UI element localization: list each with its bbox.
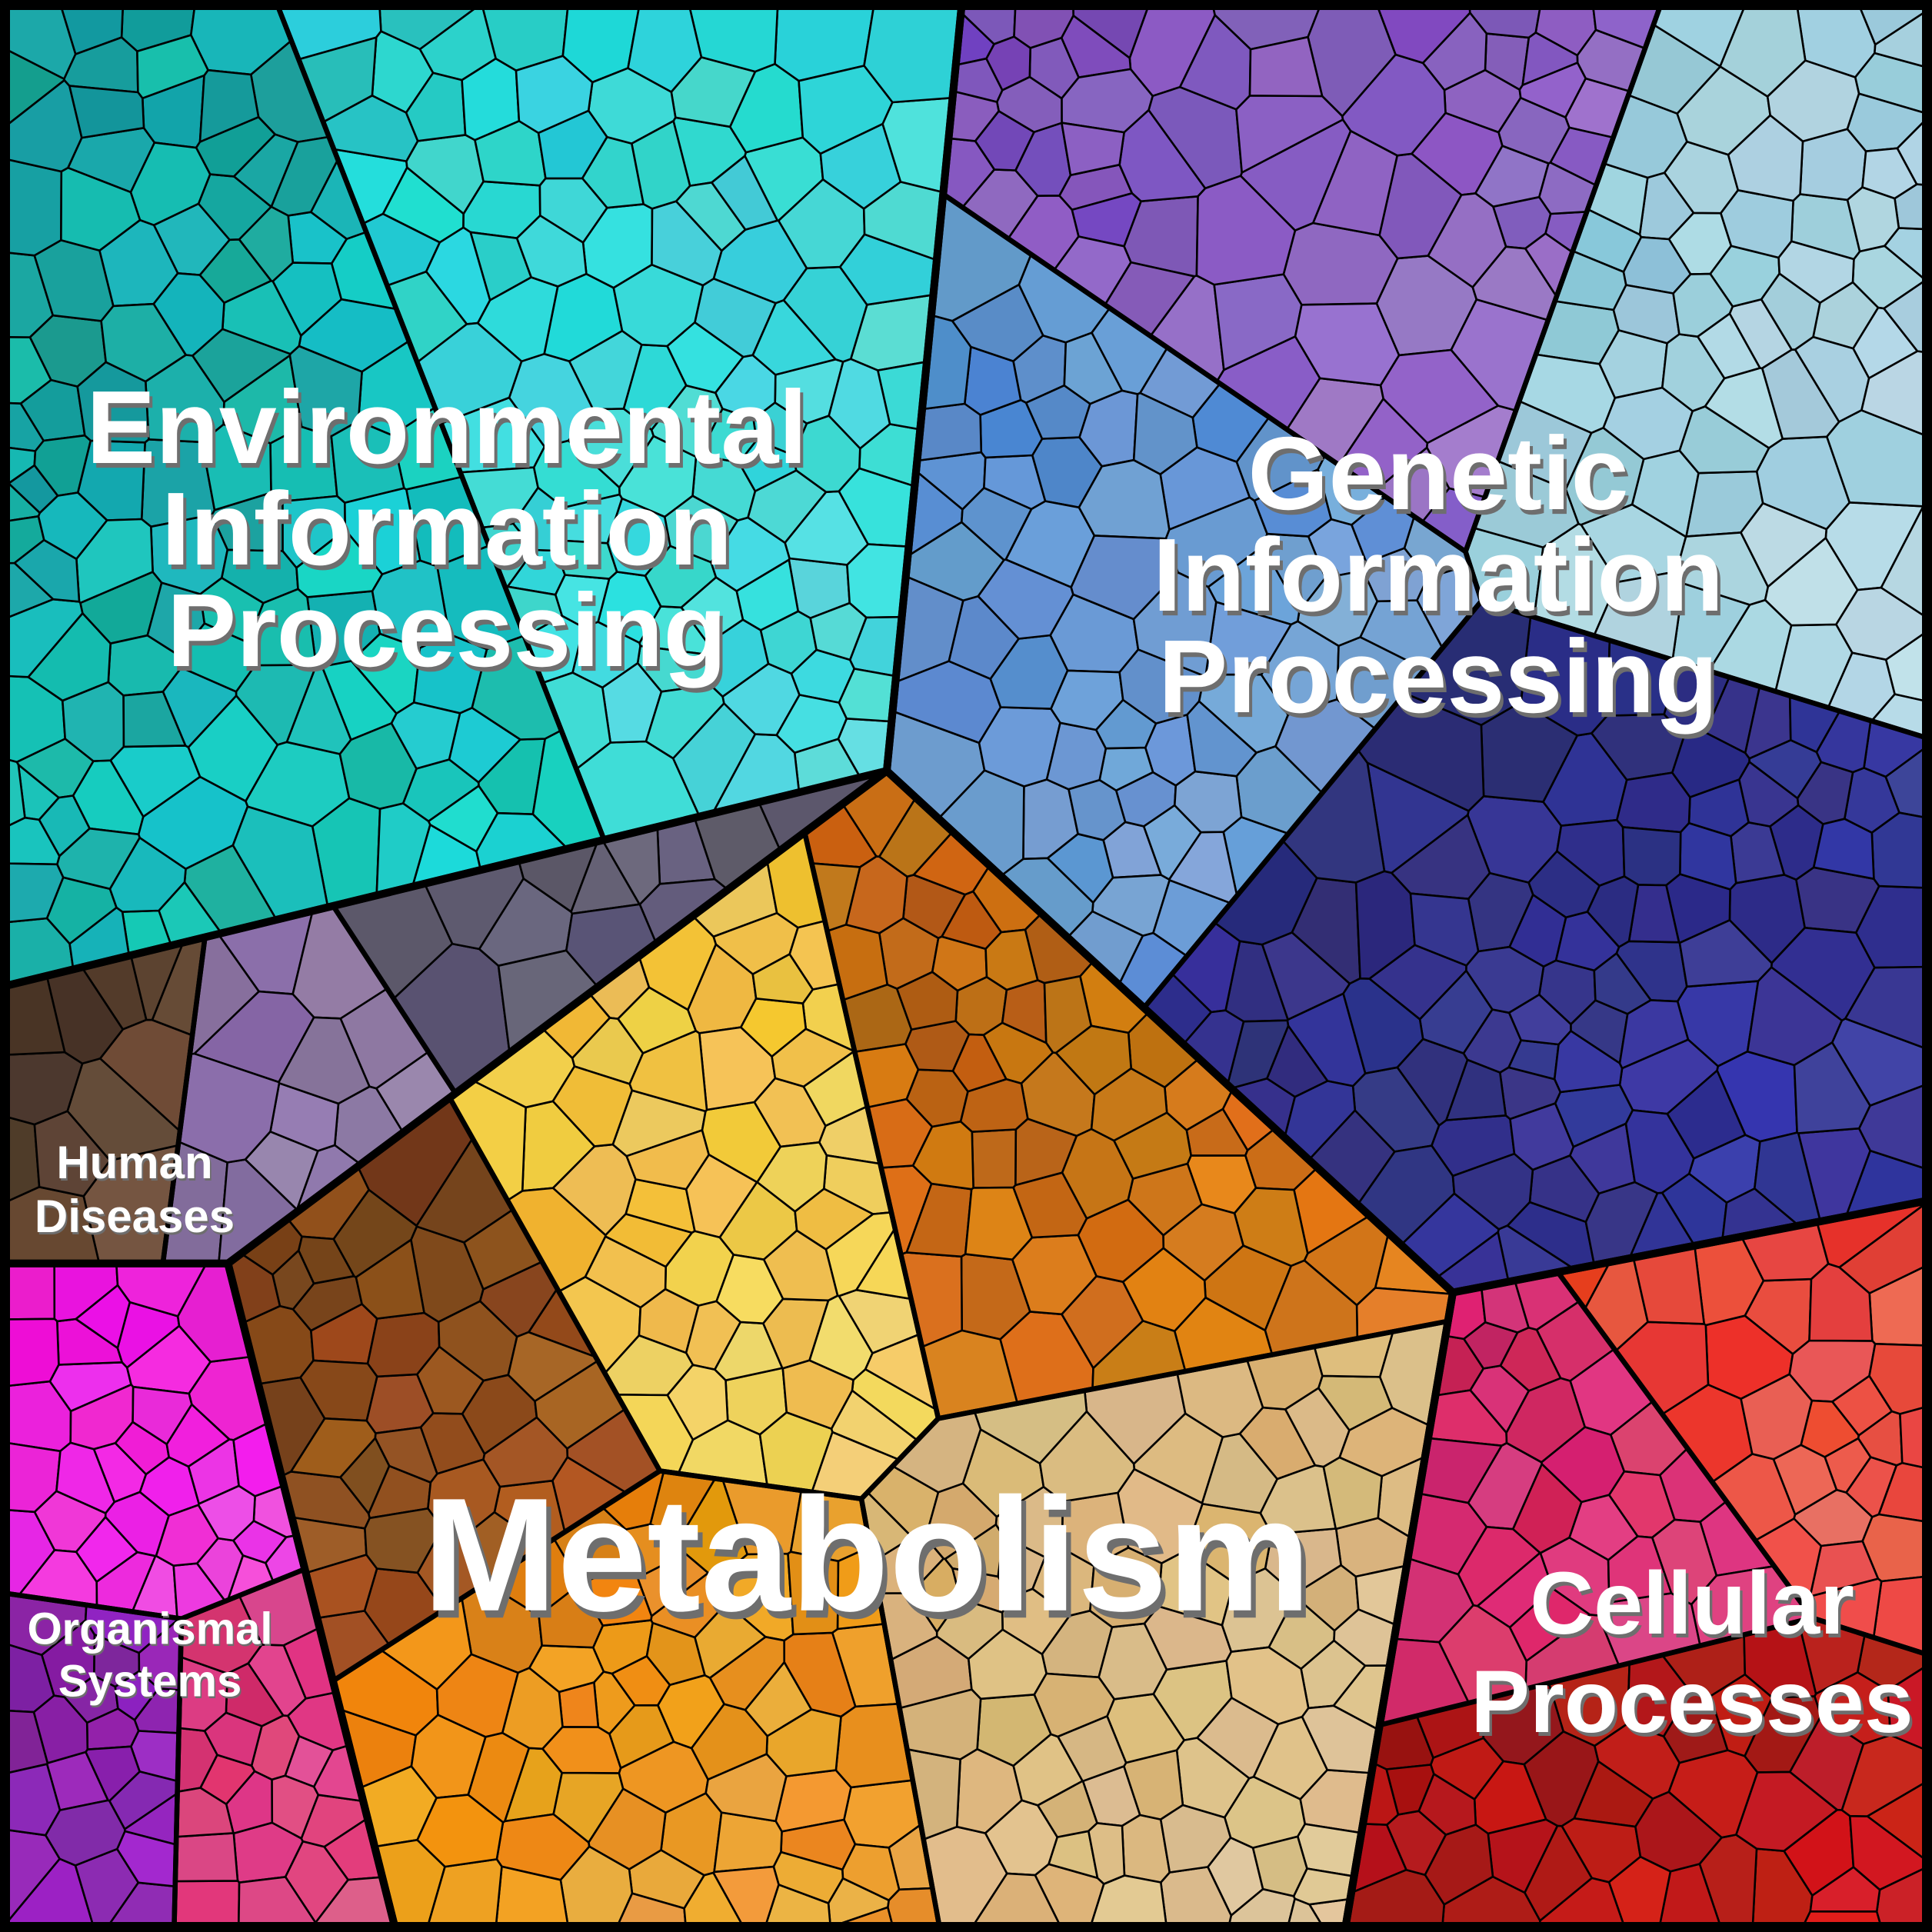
svg-text:Diseases: Diseases <box>35 1191 235 1242</box>
svg-text:Information: Information <box>162 471 732 587</box>
svg-text:Systems: Systems <box>58 1656 242 1706</box>
svg-text:Processing: Processing <box>167 572 727 688</box>
svg-text:Environmental: Environmental <box>86 369 808 485</box>
svg-text:Processes: Processes <box>1471 1653 1913 1751</box>
svg-text:Metabolism: Metabolism <box>422 1464 1311 1645</box>
svg-text:Processing: Processing <box>1158 618 1718 734</box>
svg-text:Information: Information <box>1153 517 1724 633</box>
svg-text:Human: Human <box>56 1137 212 1188</box>
svg-text:Cellular: Cellular <box>1530 1554 1854 1653</box>
svg-text:Organismal: Organismal <box>27 1604 272 1654</box>
svg-text:Genetic: Genetic <box>1247 415 1628 531</box>
